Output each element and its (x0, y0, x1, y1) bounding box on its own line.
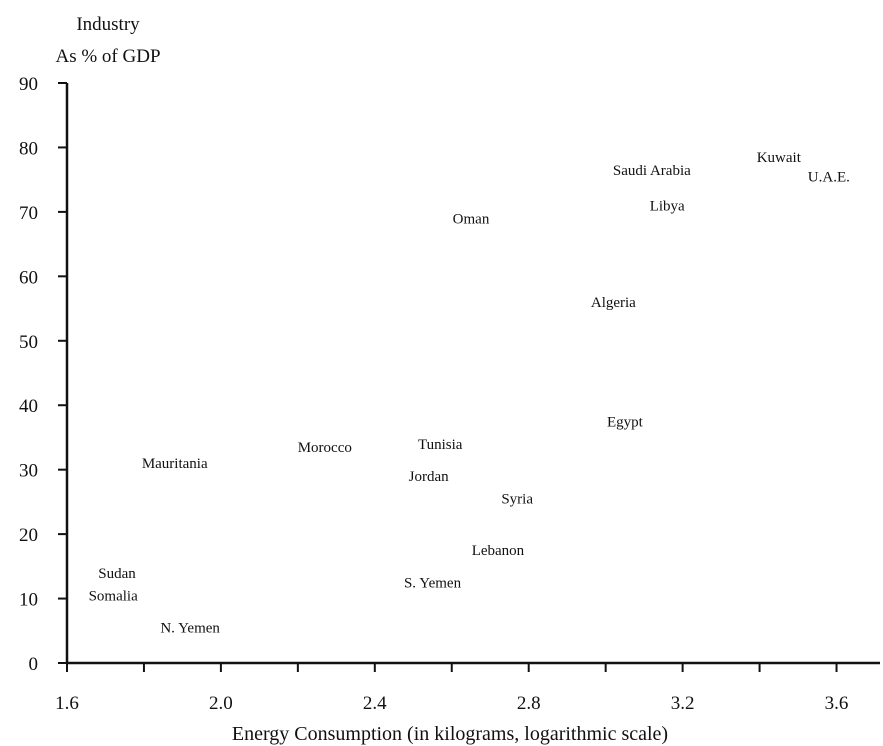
y-tick-label: 30 (19, 461, 38, 482)
data-point-label: Oman (453, 211, 490, 227)
data-point-label: Kuwait (757, 150, 802, 166)
data-point-label: Lebanon (472, 543, 525, 559)
y-axis-title-line-1: Industry (76, 14, 140, 35)
x-tick-label: 2.8 (517, 693, 541, 714)
y-axis-title-line-2: As % of GDP (55, 46, 160, 67)
y-tick-label: 90 (19, 74, 38, 95)
x-ticks: 1.6 2.0 2.4 2.8 3.2 3.6 (55, 663, 848, 714)
y-tick-label: 40 (19, 396, 38, 417)
data-point-label: Algeria (591, 295, 636, 311)
y-tick-label: 20 (19, 525, 38, 546)
x-tick-label: 2.4 (363, 693, 387, 714)
y-axis-title: Industry As % of GDP (55, 14, 160, 67)
data-point-label: Syria (501, 492, 533, 508)
x-tick-label: 1.6 (55, 693, 79, 714)
data-point-label: N. Yemen (160, 621, 220, 637)
data-point-label: Tunisia (418, 437, 463, 453)
y-tick-label: 80 (19, 138, 38, 159)
x-axis-title: Energy Consumption (in kilograms, logari… (232, 723, 668, 745)
x-tick-label: 3.2 (671, 693, 695, 714)
y-tick-label: 10 (19, 590, 38, 611)
data-point-label: Jordan (409, 469, 449, 485)
data-point-label: Egypt (607, 414, 644, 430)
y-tick-label: 70 (19, 203, 38, 224)
y-tick-label: 60 (19, 267, 38, 288)
data-point-label: Somalia (89, 588, 139, 604)
y-tick-label: 50 (19, 332, 38, 353)
data-point-label: Sudan (98, 566, 136, 582)
data-point-label: U.A.E. (808, 169, 850, 185)
x-tick-label: 3.6 (825, 693, 849, 714)
data-labels: Kuwait U.A.E. Saudi Arabia Libya Oman Algeria… (89, 150, 850, 636)
data-point-label: Mauritania (142, 456, 208, 472)
y-ticks: 0 10 20 30 40 50 60 70 80 90 (19, 74, 67, 675)
data-point-label: Morocco (298, 440, 352, 456)
data-point-label: Saudi Arabia (613, 163, 691, 179)
data-point-label: Libya (650, 198, 685, 214)
y-tick-label: 0 (29, 654, 39, 675)
x-tick-label: 2.0 (209, 693, 233, 714)
data-point-label: S. Yemen (404, 575, 462, 591)
